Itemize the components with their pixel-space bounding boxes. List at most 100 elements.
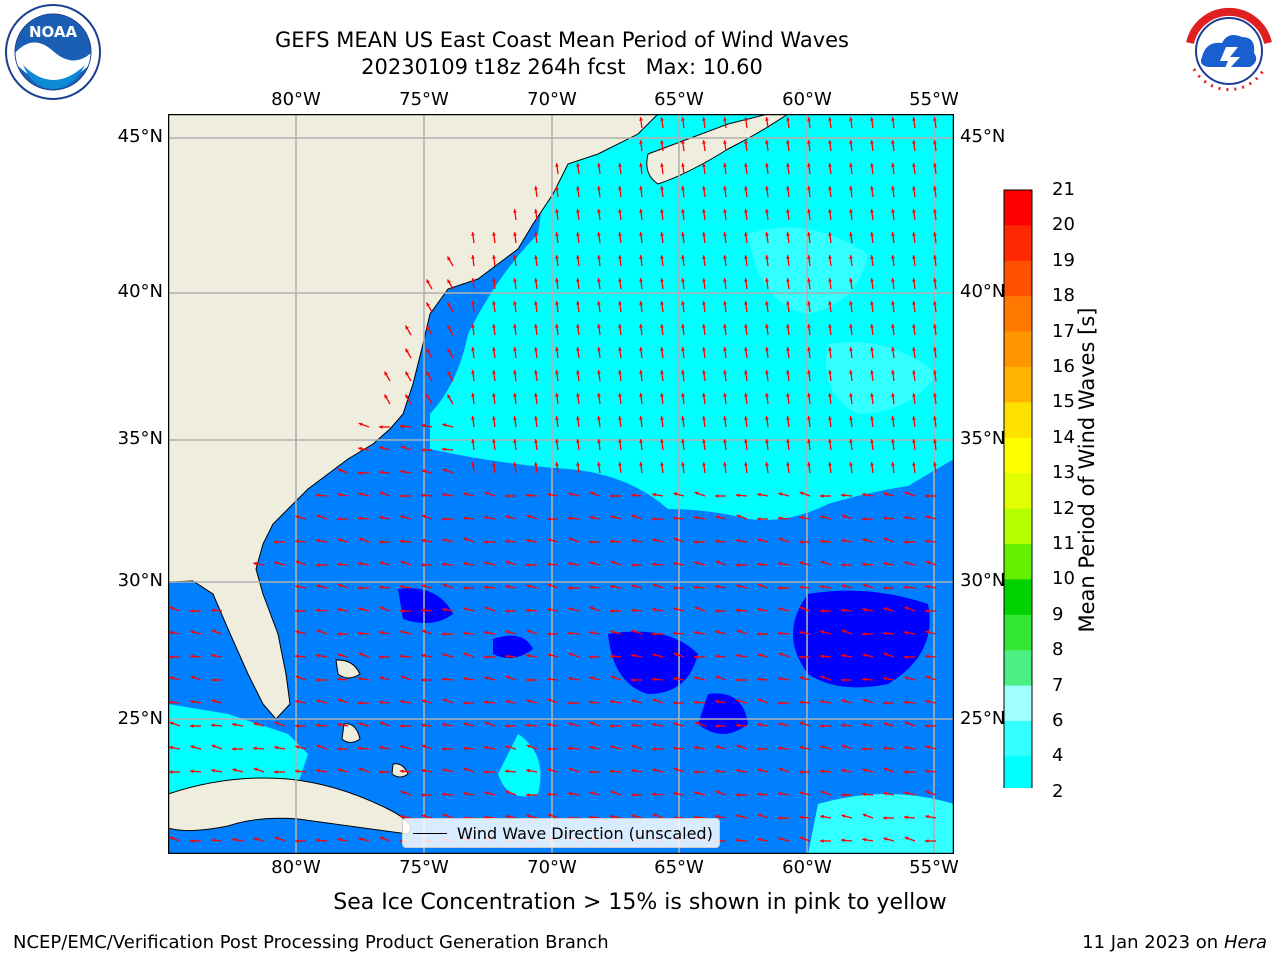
wave-direction-arrowhead [702, 278, 706, 282]
colorbar-band [1004, 721, 1032, 757]
ocean-field-below-2s [398, 588, 453, 623]
wave-direction-arrowhead [597, 209, 601, 213]
wave-direction-arrowhead [576, 324, 580, 328]
wave-direction-arrowhead [660, 462, 664, 466]
wave-direction-arrowhead [673, 791, 677, 796]
wave-direction-arrowhead [883, 631, 887, 636]
wave-direction-arrowhead [702, 209, 706, 213]
wave-direction-arrowhead [484, 606, 489, 611]
wave-direction-arrowhead [778, 516, 782, 521]
wave-direction-arrowhead [426, 302, 430, 307]
wave-direction-arrowhead [660, 278, 664, 282]
map-gridlines [168, 114, 954, 854]
wave-direction-arrowhead [799, 585, 803, 590]
wave-direction-arrowhead [841, 678, 845, 682]
wave-direction-arrowhead [820, 630, 825, 634]
wave-direction-arrowhead [862, 583, 867, 588]
wave-direction-arrowhead [912, 278, 916, 282]
wave-direction-arrowhead [841, 653, 845, 658]
wave-direction-arrowhead [639, 393, 643, 397]
wave-direction-arrowhead [757, 538, 762, 542]
wave-direction-arrowhead [912, 232, 916, 236]
wave-direction-arrowhead [505, 790, 510, 795]
wave-direction-arrowhead [828, 140, 832, 144]
wave-direction-arrowhead [610, 539, 614, 544]
wave-direction-arrowhead [849, 163, 853, 167]
wave-direction-arrowhead [471, 416, 475, 420]
wave-direction-arrowhead [933, 416, 937, 420]
wave-direction-arrowhead [841, 723, 845, 728]
wave-direction-arrowhead [715, 769, 719, 774]
wave-direction-arrowhead [778, 652, 783, 657]
wave-direction-arrowhead [492, 232, 496, 236]
wave-direction-arrowhead [547, 813, 552, 818]
colorbar-tick-label: 9 [1052, 603, 1064, 625]
wave-direction-arrowhead [295, 539, 299, 544]
wave-direction-arrowhead [799, 770, 803, 774]
wave-direction-arrowhead [463, 676, 467, 681]
wave-direction-arrowhead [807, 324, 811, 328]
wave-direction-arrowhead [870, 186, 874, 190]
wave-direction-arrowhead [883, 561, 887, 566]
wave-direction-arrowhead [744, 163, 748, 167]
wave-direction-arrowhead [618, 209, 622, 213]
land-bahamas [335, 659, 361, 679]
wave-direction-arrowhead [870, 439, 874, 443]
wave-direction-arrowhead [820, 699, 824, 704]
wave-direction-arrowhead [807, 140, 811, 144]
wave-direction-arrowhead [400, 699, 404, 704]
wave-direction-arrowhead [190, 724, 194, 728]
wave-direction-arrowhead [421, 563, 425, 567]
wave-direction-arrowhead [723, 163, 727, 167]
wave-direction-arrowhead [744, 186, 748, 190]
wave-direction-arrowhead [862, 698, 867, 703]
wave-direction-arrowhead [660, 370, 664, 374]
wave-direction-arrowhead [358, 586, 362, 590]
lon-tick-top: 60°W [782, 89, 832, 110]
wave-direction-arrowhead [442, 607, 446, 612]
wave-direction-arrowhead [513, 462, 517, 466]
colorbar-tick-label: 21 [1052, 179, 1075, 200]
wave-direction-arrowhead [841, 629, 846, 634]
wave-direction-arrowhead [597, 439, 601, 443]
wave-direction-arrowhead [597, 255, 601, 259]
wave-direction-arrowhead [841, 563, 845, 567]
wave-direction-arrowhead [337, 517, 341, 521]
wave-direction-arrowhead [841, 838, 845, 843]
wave-direction-arrowhead [849, 347, 853, 351]
wave-direction-arrowhead [933, 186, 937, 190]
wave-direction-arrowhead [723, 209, 727, 213]
lon-tick-top: 75°W [399, 89, 449, 110]
colorbar-band [1004, 225, 1032, 262]
wave-direction-arrowhead [673, 631, 677, 636]
wave-direction-arrowhead [736, 493, 740, 498]
wave-direction-arrowhead [358, 631, 362, 636]
wave-direction-arrowhead [849, 232, 853, 236]
wave-direction-arrowhead [736, 793, 740, 797]
wave-direction-arrowhead [295, 515, 300, 519]
wave-direction-arrowhead [400, 654, 404, 659]
lon-tick-top: 70°W [527, 89, 577, 110]
wave-direction-arrowhead [589, 491, 594, 496]
wave-direction-arrowhead [723, 439, 727, 443]
wave-direction-arrowhead [891, 439, 895, 443]
wave-direction-arrowhead [660, 186, 664, 190]
wave-direction-arrowhead [904, 770, 908, 774]
wave-direction-arrowhead [673, 607, 678, 611]
ocean-field-6-8s [808, 794, 954, 854]
wave-direction-arrowhead [337, 632, 341, 636]
wave-direction-arrowhead [379, 470, 383, 475]
wave-direction-arrowhead [534, 462, 538, 466]
wave-direction-arrowhead [547, 653, 552, 657]
wave-direction-arrowhead [421, 793, 425, 797]
wave-direction-arrowhead [715, 630, 720, 634]
colorbar-band [1004, 402, 1032, 439]
wave-direction-arrowhead [786, 209, 790, 213]
wave-direction-arrowhead [337, 607, 341, 612]
wave-direction-arrowhead [694, 700, 698, 705]
wave-direction-arrowhead [358, 676, 362, 681]
wave-direction-arrowhead [400, 630, 405, 634]
wave-direction-arrowhead [765, 186, 769, 190]
wave-direction-arrowhead [799, 700, 803, 705]
wave-direction-arrowhead [400, 445, 405, 450]
